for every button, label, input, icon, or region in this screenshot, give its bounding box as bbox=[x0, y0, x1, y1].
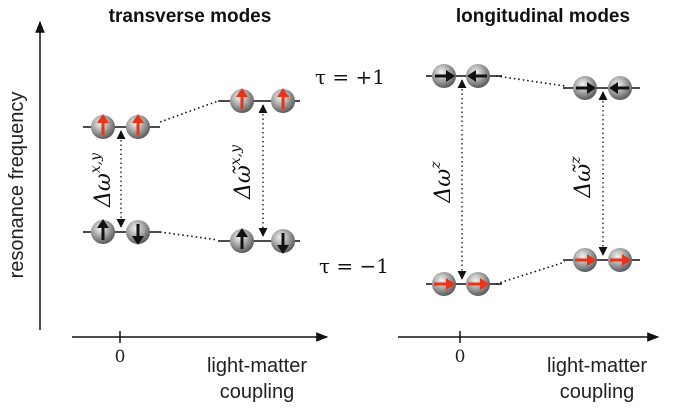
longitudinal-lower-connector bbox=[495, 261, 566, 285]
spin-up-red-arrow-icon bbox=[277, 88, 289, 109]
left-x-tick-label: 0 bbox=[115, 347, 126, 367]
spin-up-black-arrow-icon bbox=[97, 219, 109, 240]
longitudinal-lower-pair-right bbox=[573, 248, 632, 272]
transverse-delta-label-right: Δω̃x,y bbox=[228, 144, 256, 200]
transverse-upper-connector bbox=[159, 100, 219, 123]
spin-up-red-arrow-icon bbox=[236, 88, 248, 109]
longitudinal-delta-label-left: Δωz bbox=[428, 161, 456, 204]
tau-lower-label: τ = −1 bbox=[319, 254, 389, 278]
spin-up-black-arrow-icon bbox=[236, 228, 248, 249]
transverse-upper-pair-right bbox=[230, 88, 295, 113]
spin-right-red-arrow-icon bbox=[468, 278, 489, 290]
left-panel-title: transverse modes bbox=[109, 6, 272, 27]
transverse-delta-label-left: Δωx,y bbox=[88, 152, 116, 208]
right-x-tick-label: 0 bbox=[455, 347, 466, 367]
transverse-lower-pair-right bbox=[230, 228, 295, 254]
spin-right-black-arrow-icon bbox=[576, 82, 596, 94]
tau-upper-label: τ = +1 bbox=[315, 65, 385, 89]
spin-right-black-arrow-icon bbox=[435, 70, 455, 82]
spin-up-red-arrow-icon bbox=[132, 114, 144, 135]
spin-right-red-arrow-icon bbox=[610, 254, 631, 266]
spin-down-black-arrow-icon bbox=[277, 233, 289, 254]
longitudinal-upper-pair-right bbox=[573, 76, 632, 100]
longitudinal-upper-pair-left bbox=[432, 64, 490, 88]
y-axis-label: resonance frequency bbox=[6, 92, 28, 279]
longitudinal-lower-pair-left bbox=[432, 272, 490, 296]
transverse-lower-connector bbox=[159, 231, 219, 241]
right-x-label-line1: light-matter bbox=[547, 355, 647, 377]
transverse-lower-pair-left bbox=[91, 219, 150, 245]
left-x-label-line1: light-matter bbox=[207, 355, 307, 377]
spin-left-black-arrow-icon bbox=[609, 82, 629, 94]
spin-left-black-arrow-icon bbox=[467, 70, 487, 82]
transverse-upper-pair-left bbox=[91, 114, 150, 139]
spin-down-black-arrow-icon bbox=[132, 224, 144, 245]
right-panel-title: longitudinal modes bbox=[456, 6, 630, 27]
longitudinal-upper-connector bbox=[495, 75, 566, 87]
spin-up-red-arrow-icon bbox=[97, 114, 109, 135]
right-x-label-line2: coupling bbox=[560, 381, 635, 403]
longitudinal-delta-label-right: Δω̃z bbox=[568, 156, 596, 199]
spin-right-red-arrow-icon bbox=[575, 254, 596, 266]
spin-right-red-arrow-icon bbox=[434, 278, 455, 290]
left-x-label-line2: coupling bbox=[220, 381, 295, 403]
